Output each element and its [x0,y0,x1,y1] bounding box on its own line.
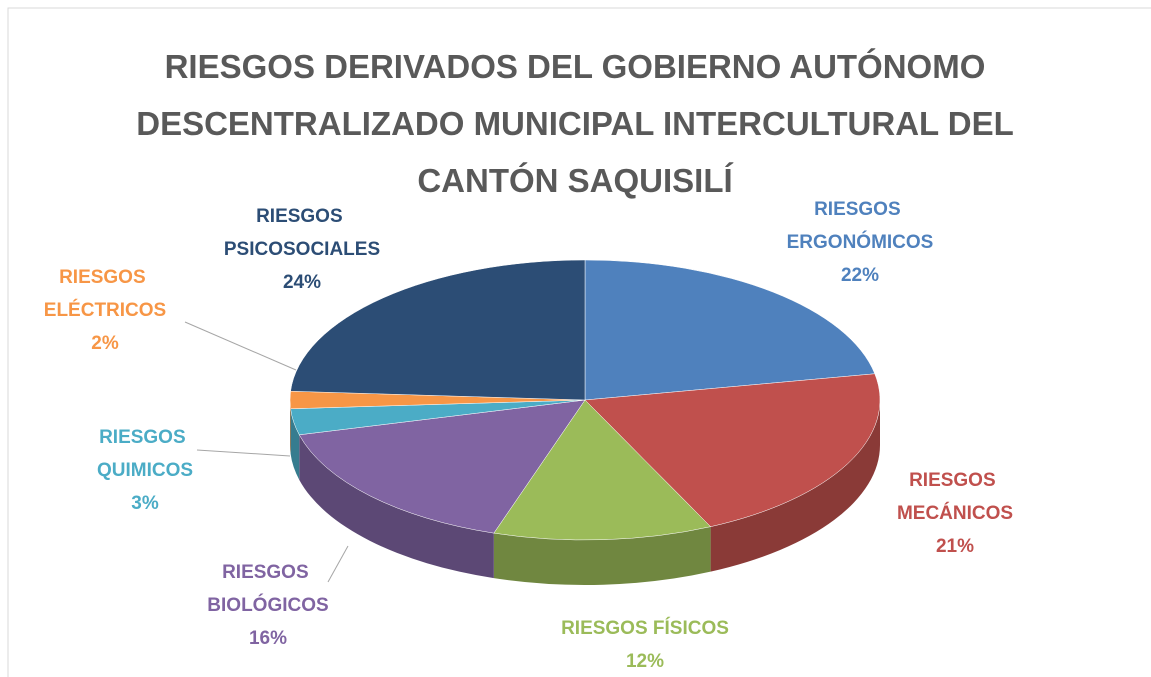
data-label-category: RIESGOS QUIMICOS [97,427,193,481]
slice-side [290,408,300,480]
data-label-value: 12% [626,651,664,672]
data-label-category: RIESGOS BIOLÓGICOS [207,562,328,616]
data-label-category: RIESGOS ELÉCTRICOS [44,267,166,321]
data-label-value: 24% [283,272,321,293]
data-label-category: RIESGOS ERGONÓMICOS [787,199,934,253]
data-label-value: 2% [91,333,119,354]
data-label-value: 22% [841,265,879,286]
data-label-category: RIESGOS PSICOSOCIALES [224,206,380,260]
data-label-value: 16% [249,628,287,649]
chart-border [7,7,1151,677]
data-label-value: 21% [936,536,974,557]
chart-title: RIESGOS DERIVADOS DEL GOBIERNO AUTÓNOMO … [136,48,1014,199]
slice-side [710,400,880,572]
slice [584,373,881,527]
slice-side [299,434,494,579]
slice-side [290,400,291,454]
data-label-value: 3% [131,493,159,514]
slice [290,259,586,401]
slice [493,399,712,541]
slice [298,399,586,534]
data-label-category: RIESGOS FÍSICOS [561,617,729,639]
slice-side [493,526,711,585]
slice [584,259,876,401]
data-label-category: RIESGOS MECÁNICOS [897,470,1013,524]
leader-line [196,449,291,457]
leader-line [327,545,349,583]
leader-line [184,321,297,371]
